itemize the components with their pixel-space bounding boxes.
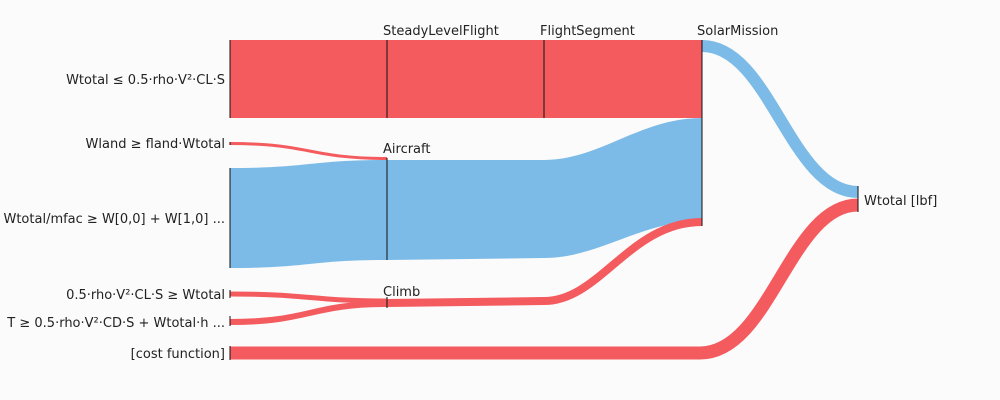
label-c4: 0.5·rho·V²·CL·S ≥ Wtotal	[66, 288, 225, 303]
nodes	[229, 40, 859, 360]
link-flightsegment-solarmission	[544, 40, 702, 118]
link-c5-climb	[229, 301, 388, 325]
links	[229, 40, 859, 360]
link-c3-aircraft	[230, 160, 387, 268]
link-c1-steadylevelflight	[230, 40, 387, 118]
link-climb-solarmission	[386, 218, 703, 307]
label-aircraft: Aircraft	[383, 142, 430, 157]
label-solarmission: SolarMission	[697, 24, 778, 39]
label-c3: Wtotal/mfac ≥ W[0,0] + W[1,0] ...	[3, 212, 225, 227]
link-c2-aircraft	[229, 142, 388, 160]
label-steadylevelflight: SteadyLevelFlight	[383, 24, 499, 39]
link-aircraft-solarmission	[387, 118, 702, 260]
link-c4-climb	[229, 291, 388, 304]
label-c5: T ≥ 0.5·rho·V²·CD·S + Wtotal·h ...	[6, 316, 225, 331]
label-cost-function: [cost function]	[131, 347, 225, 362]
link-steadylevelflight-flightsegment	[387, 40, 544, 118]
label-c2: Wland ≥ fland·Wtotal	[86, 137, 225, 152]
label-climb: Climb	[383, 285, 420, 300]
label-wtotal: Wtotal [lbf]	[864, 194, 937, 209]
link-solarmission-wtotal	[701, 40, 859, 198]
link-costfunction-wtotal	[230, 198, 859, 360]
label-flightsegment: FlightSegment	[540, 24, 635, 39]
label-c1: Wtotal ≤ 0.5·rho·V²·CL·S	[66, 73, 225, 88]
labels: Wtotal ≤ 0.5·rho·V²·CL·S Wland ≥ fland·W…	[3, 24, 937, 362]
